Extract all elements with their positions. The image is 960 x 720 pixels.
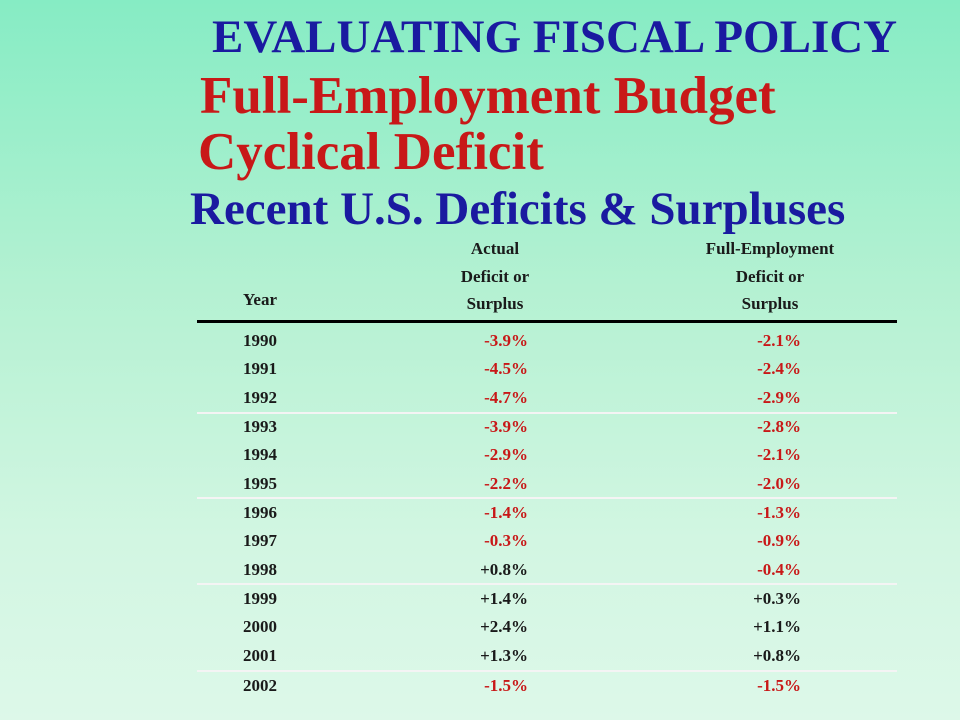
cell-full-employment: -0.4% [757, 560, 801, 579]
cell-actual: -4.5% [484, 359, 528, 378]
cell-full-employment: -1.3% [757, 503, 801, 522]
header-actual: Actual Deficit or Surplus [430, 235, 560, 318]
table-row: 1991 -4.5% -2.4% [0, 354, 960, 383]
cell-year: 1998 [243, 560, 277, 579]
subtitle-full-employment-budget: Full-Employment Budget [200, 67, 776, 125]
cell-year: 1995 [243, 474, 277, 493]
cell-year: 2002 [243, 676, 277, 695]
header-full-line1: Full-Employment [705, 239, 835, 258]
cell-actual: -2.2% [484, 474, 528, 493]
group-separator [197, 497, 897, 499]
subtitle-recent-deficits-surpluses: Recent U.S. Deficits & Surpluses [190, 183, 846, 235]
table-row: 1990 -3.9% -2.1% [0, 326, 960, 355]
table-row: 2000 +2.4% +1.1% [0, 612, 960, 641]
header-actual-line1: Actual [470, 239, 520, 258]
cell-full-employment: +1.1% [753, 617, 801, 636]
cell-year: 1999 [243, 589, 277, 608]
header-actual-line3: Surplus [466, 294, 524, 313]
header-full-line3: Surplus [741, 294, 799, 313]
cell-year: 1996 [243, 503, 277, 522]
group-separator [197, 583, 897, 585]
cell-full-employment: +0.3% [753, 589, 801, 608]
cell-actual: -0.3% [484, 531, 528, 550]
cell-actual: -1.4% [484, 503, 528, 522]
cell-full-employment: -0.9% [757, 531, 801, 550]
cell-full-employment: -2.1% [757, 331, 801, 350]
cell-year: 1997 [243, 531, 277, 550]
table-row: 1998 +0.8% -0.4% [0, 555, 960, 584]
group-separator [197, 412, 897, 414]
subtitle-cyclical-deficit: Cyclical Deficit [198, 123, 544, 181]
table-row: 1999 +1.4% +0.3% [0, 584, 960, 613]
cell-actual: -3.9% [484, 331, 528, 350]
group-separator [197, 670, 897, 672]
cell-full-employment: -2.1% [757, 445, 801, 464]
table-row: 1994 -2.9% -2.1% [0, 440, 960, 469]
cell-year: 1993 [243, 417, 277, 436]
table-row: 2001 +1.3% +0.8% [0, 641, 960, 670]
cell-full-employment: -2.4% [757, 359, 801, 378]
cell-full-employment: +0.8% [753, 646, 801, 665]
header-full-employment: Full-Employment Deficit or Surplus [660, 235, 880, 318]
cell-actual: +2.4% [480, 617, 528, 636]
header-year: Year [243, 290, 277, 309]
table-row: 1996 -1.4% -1.3% [0, 498, 960, 527]
header-full-line2: Deficit or [735, 266, 805, 286]
cell-year: 1992 [243, 388, 277, 407]
cell-full-employment: -2.0% [757, 474, 801, 493]
cell-actual: -3.9% [484, 417, 528, 436]
table-row: 1992 -4.7% -2.9% [0, 383, 960, 412]
cell-full-employment: -2.9% [757, 388, 801, 407]
table-row: 1995 -2.2% -2.0% [0, 469, 960, 498]
table-row: 2002 -1.5% -1.5% [0, 671, 960, 700]
cell-actual: +0.8% [480, 560, 528, 579]
cell-year: 2000 [243, 617, 277, 636]
table-row: 1993 -3.9% -2.8% [0, 412, 960, 441]
header-actual-line2: Deficit or [460, 266, 530, 286]
cell-year: 2001 [243, 646, 277, 665]
cell-actual: +1.4% [480, 589, 528, 608]
cell-full-employment: -1.5% [757, 676, 801, 695]
table-row: 1997 -0.3% -0.9% [0, 526, 960, 555]
cell-actual: -4.7% [484, 388, 528, 407]
cell-actual: -1.5% [484, 676, 528, 695]
cell-year: 1991 [243, 359, 277, 378]
header-rule [197, 320, 897, 323]
cell-full-employment: -2.8% [757, 417, 801, 436]
cell-actual: -2.9% [484, 445, 528, 464]
title-evaluating-fiscal-policy: EVALUATING FISCAL POLICY [212, 11, 898, 63]
cell-actual: +1.3% [480, 646, 528, 665]
cell-year: 1990 [243, 331, 277, 350]
cell-year: 1994 [243, 445, 277, 464]
